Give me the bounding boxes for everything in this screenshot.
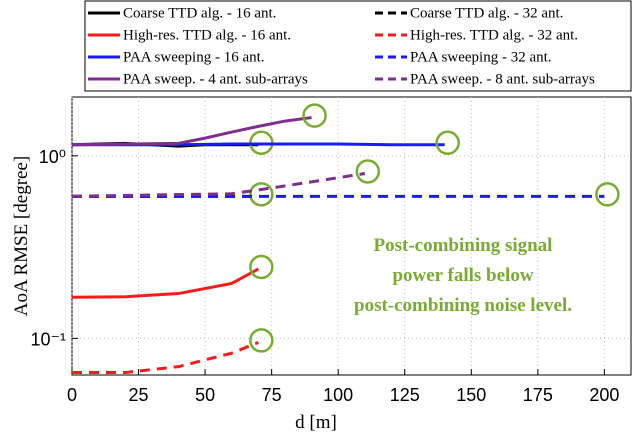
- x-tick-label: 25: [129, 385, 149, 405]
- annotation: post-combining noise level.: [354, 295, 572, 316]
- legend-label: High-res. TTD alg. - 32 ant.: [410, 27, 578, 43]
- legend-label: PAA sweep. - 8 ant. sub-arrays: [410, 71, 595, 87]
- y-tick-label: 10⁰: [39, 147, 66, 167]
- end-circle: [435, 130, 460, 155]
- annotation: power falls below: [392, 265, 533, 286]
- end-circle: [249, 182, 274, 207]
- y-tick-label: 10⁻¹: [30, 329, 66, 349]
- x-tick-label: 150: [456, 385, 486, 405]
- x-tick-label: 0: [67, 385, 77, 405]
- x-tick-label: 50: [195, 385, 215, 405]
- end-circle: [249, 328, 274, 353]
- x-tick-label: 125: [390, 385, 420, 405]
- legend-label: PAA sweeping - 32 ant.: [410, 49, 552, 65]
- end-circle: [355, 159, 381, 184]
- legend-label: Coarse TTD alg. - 16 ant.: [123, 5, 276, 21]
- legend-label: PAA sweeping - 16 ant.: [123, 49, 265, 65]
- y-axis-label: AoA RMSE [degree]: [11, 156, 32, 316]
- end-circle: [595, 182, 620, 207]
- legend-label: Coarse TTD alg. - 32 ant.: [410, 5, 563, 21]
- x-tick-label: 100: [323, 385, 353, 405]
- end-circle: [249, 254, 274, 280]
- x-axis-label: d [m]: [295, 412, 337, 433]
- legend-label: PAA sweep. - 4 ant. sub-arrays: [123, 71, 308, 87]
- line: [71, 267, 260, 299]
- x-tick-label: 200: [589, 385, 619, 405]
- line: [71, 172, 366, 198]
- legend-box: [84, 0, 632, 92]
- x-tick-label: 175: [523, 385, 553, 405]
- line: [71, 116, 312, 147]
- line: [72, 341, 259, 375]
- annotation: Post-combining signal: [374, 235, 553, 256]
- legend-label: High-res. TTD alg. - 16 ant.: [123, 27, 291, 43]
- plot-frame: [71, 96, 632, 376]
- x-tick-label: 75: [262, 385, 282, 405]
- end-circle: [302, 103, 327, 128]
